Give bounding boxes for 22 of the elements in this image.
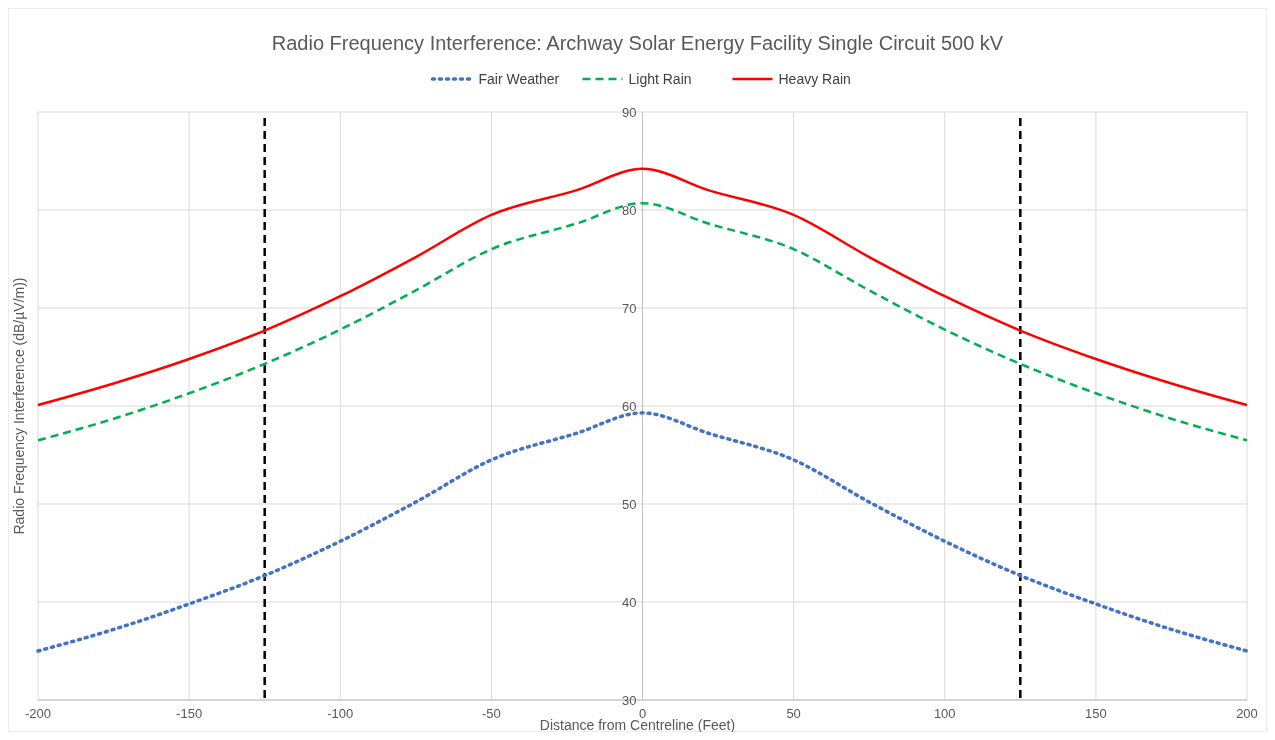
legend-label: Light Rain — [628, 71, 692, 87]
x-tick-label: -50 — [481, 706, 501, 721]
y-tick-label: 60 — [622, 399, 637, 414]
x-tick-label: -150 — [176, 706, 203, 721]
chart-title: Radio Frequency Interference: Archway Solar Energy Facility Single Circuit 500 kV — [271, 32, 1004, 54]
x-tick-label: 150 — [1085, 706, 1107, 721]
x-tick-label: 200 — [1236, 706, 1258, 721]
y-tick-label: 50 — [622, 497, 637, 512]
x-tick-label: -200 — [24, 706, 52, 721]
y-tick-label: 80 — [622, 203, 637, 218]
x-tick-label: 100 — [933, 706, 956, 721]
y-tick-label: 30 — [622, 693, 637, 708]
legend-label: Heavy Rain — [778, 71, 851, 87]
y-tick-label: 40 — [622, 595, 637, 610]
x-tick-label: -100 — [327, 706, 354, 721]
line-series — [36, 411, 1249, 653]
x-tick-label: 50 — [786, 706, 801, 721]
y-axis-title: Radio Frequency Interference (dB/µV/m)) — [11, 277, 27, 535]
legend-label: Fair Weather — [478, 71, 560, 87]
y-tick-label: 90 — [622, 105, 637, 120]
y-tick-label: 70 — [622, 301, 637, 316]
line-series — [36, 201, 1249, 442]
